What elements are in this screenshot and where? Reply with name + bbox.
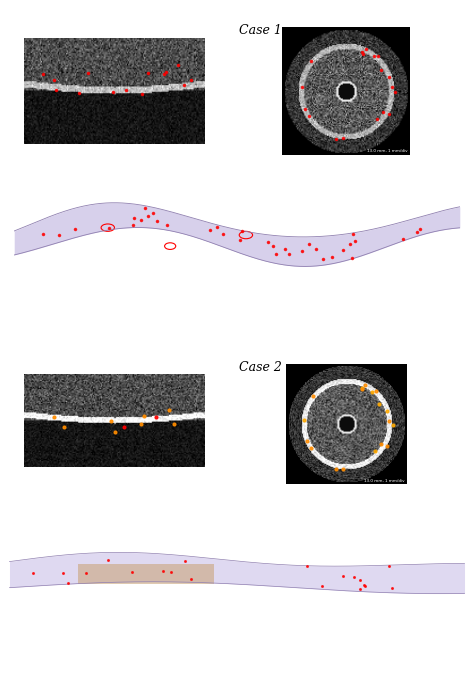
Text: Case 1: Case 1 [239, 24, 282, 37]
Text: 13.0 mm, 1 mm/div: 13.0 mm, 1 mm/div [364, 479, 405, 483]
Text: 13.0 mm, 1 mm/div: 13.0 mm, 1 mm/div [367, 149, 408, 153]
Text: Case 2: Case 2 [239, 361, 282, 374]
